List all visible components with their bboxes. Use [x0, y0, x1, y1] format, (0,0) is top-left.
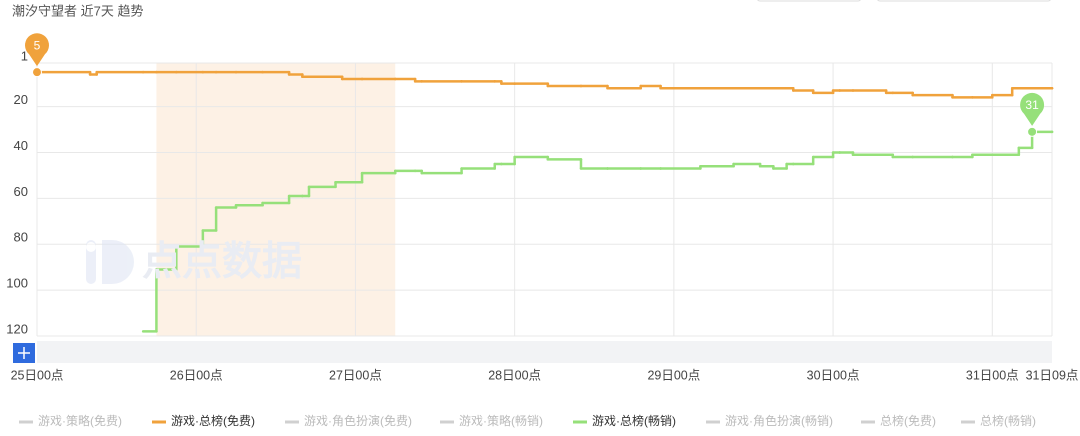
y-tick-label: 120	[6, 321, 28, 336]
zoom-bar[interactable]	[37, 341, 1052, 363]
plus-icon	[18, 347, 30, 359]
x-tick-label: 25日00点	[11, 368, 64, 382]
top-button[interactable]	[877, 0, 1051, 2]
chart-title: 潮汐守望者 近7天 趋势	[12, 3, 143, 18]
pin-label: 31	[1025, 98, 1039, 112]
point-marker	[1027, 126, 1038, 137]
y-tick-label: 80	[14, 230, 28, 245]
x-tick-label: 26日00点	[170, 368, 223, 382]
legend-label[interactable]: 游戏·总榜(免费)	[171, 413, 255, 428]
legend-label[interactable]: 游戏·总榜(畅销)	[592, 413, 676, 428]
y-tick-label: 40	[14, 138, 28, 153]
highlight-band	[156, 63, 396, 336]
y-tick-label: 1	[21, 48, 28, 63]
legend-label[interactable]: 游戏·角色扮演(畅销)	[725, 413, 833, 428]
x-tick-label: 27日00点	[329, 368, 382, 382]
pin-label: 5	[34, 38, 41, 52]
watermark: 点点数据	[142, 240, 302, 284]
legend-label[interactable]: 游戏·角色扮演(免费)	[304, 413, 412, 428]
pin	[25, 33, 49, 67]
plot	[35, 62, 1054, 337]
point-marker	[32, 67, 42, 78]
legend-label[interactable]: 游戏·策略(免费)	[38, 413, 122, 428]
legend-label[interactable]: 总榜(免费)	[880, 413, 936, 428]
legend-label[interactable]: 游戏·策略(畅销)	[459, 413, 543, 428]
y-tick-label: 20	[14, 92, 28, 107]
x-tick-label: 30日00点	[807, 368, 860, 382]
y-tick-label: 60	[14, 184, 28, 199]
x-tick-label: 28日00点	[488, 368, 541, 382]
watermark-logo	[86, 240, 134, 284]
y-tick-label: 100	[6, 276, 28, 291]
x-tick-label: 31日09点	[1026, 368, 1079, 382]
x-tick-label: 29日00点	[647, 368, 700, 382]
legend-label[interactable]: 总榜(畅销)	[980, 413, 1036, 428]
x-tick-label: 31日00点	[966, 368, 1019, 382]
top-button[interactable]	[757, 0, 861, 2]
pin	[1020, 92, 1045, 126]
